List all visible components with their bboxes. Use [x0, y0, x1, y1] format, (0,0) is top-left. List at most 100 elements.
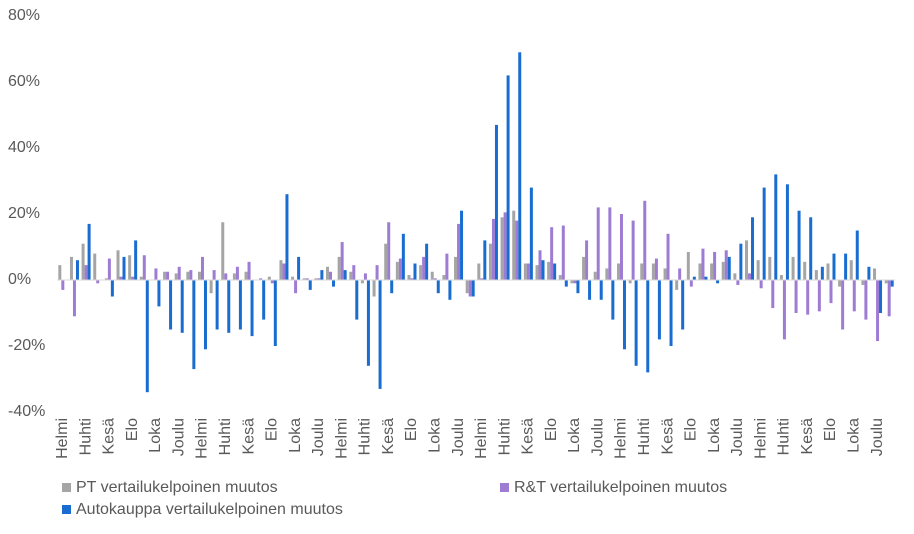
bar [599, 280, 603, 300]
bar [739, 243, 743, 280]
bar [803, 261, 807, 280]
bar [232, 273, 236, 280]
bar [666, 233, 670, 280]
bar [154, 268, 158, 280]
bar [500, 217, 504, 280]
bar [675, 280, 679, 290]
bar [873, 268, 877, 280]
bar [518, 52, 522, 280]
bar [832, 253, 836, 280]
bar [197, 271, 201, 280]
bar [762, 187, 766, 280]
x-tick-label: Helmi [54, 418, 71, 459]
bar [593, 271, 597, 280]
bar [81, 243, 85, 280]
bar [314, 278, 318, 280]
bar [477, 263, 481, 280]
bar [169, 280, 173, 330]
bar [270, 280, 274, 284]
bar [570, 280, 574, 284]
bar [366, 280, 370, 366]
bar [454, 256, 458, 280]
x-tick-label: Elo [403, 418, 420, 441]
bar [884, 280, 888, 284]
bar [710, 263, 714, 280]
bar [582, 256, 586, 280]
bar [209, 280, 213, 294]
x-tick-label: Kesä [240, 418, 257, 455]
x-tick-label: Helmi [473, 418, 490, 459]
bar [355, 280, 359, 320]
bar [716, 280, 720, 284]
bar [468, 280, 472, 297]
x-tick-label: Elo [683, 418, 700, 441]
x-tick-label: Huhti [496, 418, 513, 455]
bar [291, 276, 295, 280]
bar [553, 263, 557, 280]
bar [448, 280, 452, 300]
x-tick-label: Elo [124, 418, 141, 441]
bar [142, 255, 146, 280]
bar [422, 256, 426, 280]
bar [698, 263, 702, 280]
bar [363, 273, 367, 280]
legend-label: R&T vertailukelpoinen muutos [514, 479, 727, 496]
bar [756, 260, 760, 280]
y-tick-label: 80% [8, 7, 40, 24]
bar [678, 268, 682, 280]
bar [119, 276, 123, 280]
bar [503, 212, 507, 280]
bar [372, 280, 376, 297]
x-tick-label: Kesä [799, 418, 816, 455]
bar [166, 271, 170, 280]
bar [526, 263, 530, 280]
x-tick-label: Loka [706, 418, 723, 453]
bar [628, 280, 632, 284]
bar [876, 280, 880, 342]
x-tick-label: Elo [543, 418, 560, 441]
bar [235, 266, 239, 280]
bar [58, 265, 62, 280]
bar [84, 265, 88, 280]
bar [820, 266, 824, 280]
bar [704, 276, 708, 280]
bar [471, 280, 475, 297]
x-tick-label: Loka [147, 418, 164, 453]
bar [457, 223, 461, 280]
bar [596, 207, 600, 280]
bar [689, 280, 693, 287]
bar [605, 268, 609, 280]
bar [686, 251, 690, 280]
bar [224, 273, 228, 280]
y-tick-label: 60% [8, 73, 40, 90]
bar [203, 280, 207, 350]
x-tick-label: Helmi [752, 418, 769, 459]
bar [736, 280, 740, 285]
x-tick-label: Joulu [310, 418, 327, 456]
bar [657, 280, 661, 340]
bar [663, 268, 667, 280]
bar [308, 280, 312, 290]
bar [547, 261, 551, 280]
bar [814, 270, 818, 280]
bar [855, 230, 859, 280]
bar [72, 280, 76, 317]
bar [131, 276, 135, 280]
bar [759, 280, 763, 289]
bar [294, 280, 298, 294]
bar [419, 265, 423, 280]
x-tick-label: Joulu [729, 418, 746, 456]
bar [360, 280, 364, 284]
bar [480, 278, 484, 280]
legend-swatch [62, 505, 71, 514]
bar [826, 263, 830, 280]
bar [460, 210, 464, 280]
bar [535, 265, 539, 280]
bar [267, 276, 271, 280]
bar [681, 280, 685, 330]
x-tick-label: Elo [264, 418, 281, 441]
bar [297, 256, 301, 280]
bar [378, 280, 382, 389]
bar [343, 270, 347, 280]
y-tick-label: 20% [8, 205, 40, 222]
